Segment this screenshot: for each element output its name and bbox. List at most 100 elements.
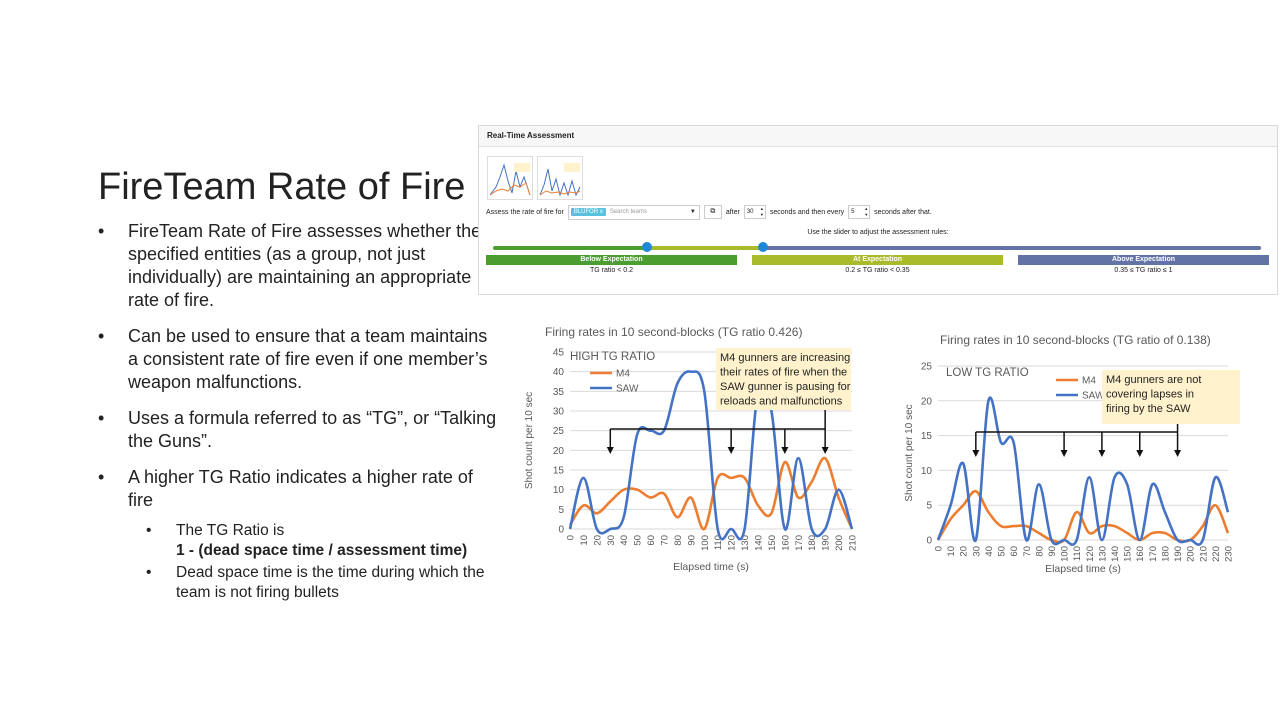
annotation-text: reloads and malfunctions	[720, 396, 843, 408]
team-select[interactable]: BLUFOR x Search teams ▼	[567, 204, 700, 220]
x-tick-label: 140	[1110, 546, 1121, 562]
x-tick-label: 10	[579, 535, 590, 546]
thumbnail-chart-icon	[539, 163, 581, 197]
assess-row: Assess the rate of fire for BLUFOR x Sea…	[486, 204, 932, 220]
x-tick-label: 130	[1097, 546, 1108, 562]
y-tick-label: 5	[558, 505, 564, 516]
slider-track-above	[763, 246, 1261, 250]
y-axis-label: Shot count per 10 sec	[524, 392, 535, 489]
x-tick-label: 80	[673, 535, 684, 546]
y-tick-label: 10	[553, 485, 565, 496]
x-tick-label: 190	[1173, 546, 1184, 562]
after-seconds-input[interactable]: 30 ▲ ▼	[743, 205, 766, 219]
y-tick-label: 30	[553, 407, 565, 418]
chip-close-icon[interactable]: x	[599, 209, 603, 215]
bullet-text: FireTeam Rate of Fire assesses whether t…	[128, 221, 482, 310]
x-tick-label: 200	[834, 535, 845, 551]
annotation-text: covering lapses in	[1106, 389, 1194, 401]
annotation-box	[716, 348, 851, 410]
x-tick-label: 80	[1034, 546, 1045, 557]
spinner-arrows-icon[interactable]: ▲ ▼	[759, 206, 764, 217]
series-line-saw	[568, 370, 854, 541]
y-tick-label: 35	[553, 387, 565, 398]
band-above-expectation: Above Expectation	[1018, 255, 1269, 265]
x-tick-label: 170	[1148, 546, 1159, 562]
x-tick-label: 40	[619, 535, 630, 546]
team-search-placeholder: Search teams	[609, 209, 647, 215]
y-tick-label: 15	[921, 431, 933, 442]
x-tick-label: 160	[1135, 546, 1146, 562]
down-arrow-icon	[781, 447, 789, 454]
x-tick-label: 90	[1047, 546, 1058, 557]
down-arrow-icon	[1098, 450, 1106, 457]
annotation-text: SAW gunner is pausing for	[720, 381, 851, 393]
annotation-text: M4 gunners are not	[1106, 374, 1201, 386]
series-line-saw	[936, 396, 1230, 546]
annotation-text: M4 gunners are increasing	[720, 352, 850, 364]
legend-label-saw: SAW	[1082, 391, 1105, 402]
bullet-symbol: •	[98, 221, 105, 241]
x-tick-label: 60	[1009, 546, 1020, 557]
x-tick-label: 180	[807, 535, 818, 551]
x-tick-label: 220	[1211, 546, 1222, 562]
slider-handle-low[interactable]	[642, 242, 652, 252]
band-below-rule: TG ratio < 0.2	[590, 267, 633, 274]
x-tick-label: 100	[1060, 546, 1071, 562]
y-tick-label: 5	[926, 501, 932, 512]
x-tick-label: 50	[997, 546, 1008, 557]
bullet-text: Uses a formula referred to as “TG”, or “…	[128, 408, 497, 451]
y-tick-label: 0	[558, 525, 564, 536]
bullet-list: • FireTeam Rate of Fire assesses whether …	[98, 220, 498, 609]
team-chip[interactable]: BLUFOR x	[570, 208, 606, 216]
x-tick-label: 120	[727, 535, 738, 551]
bullet-item: • A higher TG Ratio indicates a higher ra…	[98, 466, 498, 512]
assess-label: Assess the rate of fire for	[486, 208, 564, 216]
bullet-item: • Can be used to ensure that a team maint…	[98, 325, 498, 394]
spinner-arrows-icon[interactable]: ▲ ▼	[864, 206, 869, 217]
sub-bullet-text: Dead space time is the time during which…	[176, 564, 485, 601]
x-tick-label: 110	[1072, 546, 1083, 561]
after-label: after	[725, 208, 740, 216]
sub-bullet-item: • Dead space time is the time during whic…	[98, 563, 498, 603]
y-tick-label: 40	[553, 367, 565, 378]
bullet-item: • Uses a formula referred to as “TG”, or …	[98, 407, 498, 453]
x-tick-label: 70	[1022, 546, 1033, 557]
y-tick-label: 45	[553, 348, 565, 359]
chart-thumbnail-high[interactable]	[487, 156, 533, 200]
chevron-down-icon[interactable]: ▼	[689, 209, 696, 215]
x-tick-label: 0	[566, 535, 577, 540]
x-tick-label: 40	[984, 546, 995, 557]
every-seconds-input[interactable]: 5 ▲ ▼	[848, 205, 871, 219]
x-tick-label: 120	[1085, 546, 1096, 562]
chart-low-tg: Firing rates in 10 second-blocks (TG rat…	[904, 333, 1240, 575]
x-tick-label: 50	[633, 535, 644, 546]
panel-header: Real-Time Assessment	[479, 126, 1277, 147]
y-tick-label: 20	[553, 446, 565, 457]
tg-formula: 1 - (dead space time / assessment time)	[176, 542, 468, 559]
x-tick-label: 130	[740, 535, 751, 551]
chart-high-tg: Firing rates in 10 second-blocks (TG rat…	[524, 325, 859, 573]
x-tick-label: 0	[934, 546, 945, 551]
slider-track-at	[647, 246, 763, 250]
down-arrow-icon	[606, 447, 614, 454]
slider-handle-high[interactable]	[758, 242, 768, 252]
thumbnail-chart-icon	[489, 163, 531, 196]
down-arrow-icon	[1136, 450, 1144, 457]
x-axis-label: Elapsed time (s)	[1045, 563, 1121, 575]
x-axis-label: Elapsed time (s)	[673, 561, 749, 573]
x-tick-label: 90	[686, 535, 697, 546]
band-below-expectation: Below Expectation	[486, 255, 737, 265]
assessment-panel: Real-Time Assessment Assess the rate of …	[478, 125, 1278, 295]
chart-title: Firing rates in 10 second-blocks (TG rat…	[940, 333, 1211, 347]
x-tick-label: 190	[821, 535, 832, 551]
chart-thumbnail-low[interactable]	[537, 156, 583, 200]
y-tick-label: 25	[553, 426, 565, 437]
bullet-item: • FireTeam Rate of Fire assesses whether …	[98, 220, 498, 312]
x-tick-label: 10	[946, 546, 957, 557]
external-link-button[interactable]: ⧉	[703, 205, 722, 219]
y-tick-label: 10	[921, 466, 933, 477]
x-tick-label: 230	[1224, 546, 1235, 562]
annotation-text: firing by the SAW	[1106, 403, 1191, 415]
x-tick-label: 70	[660, 535, 671, 546]
x-tick-label: 150	[767, 535, 778, 551]
